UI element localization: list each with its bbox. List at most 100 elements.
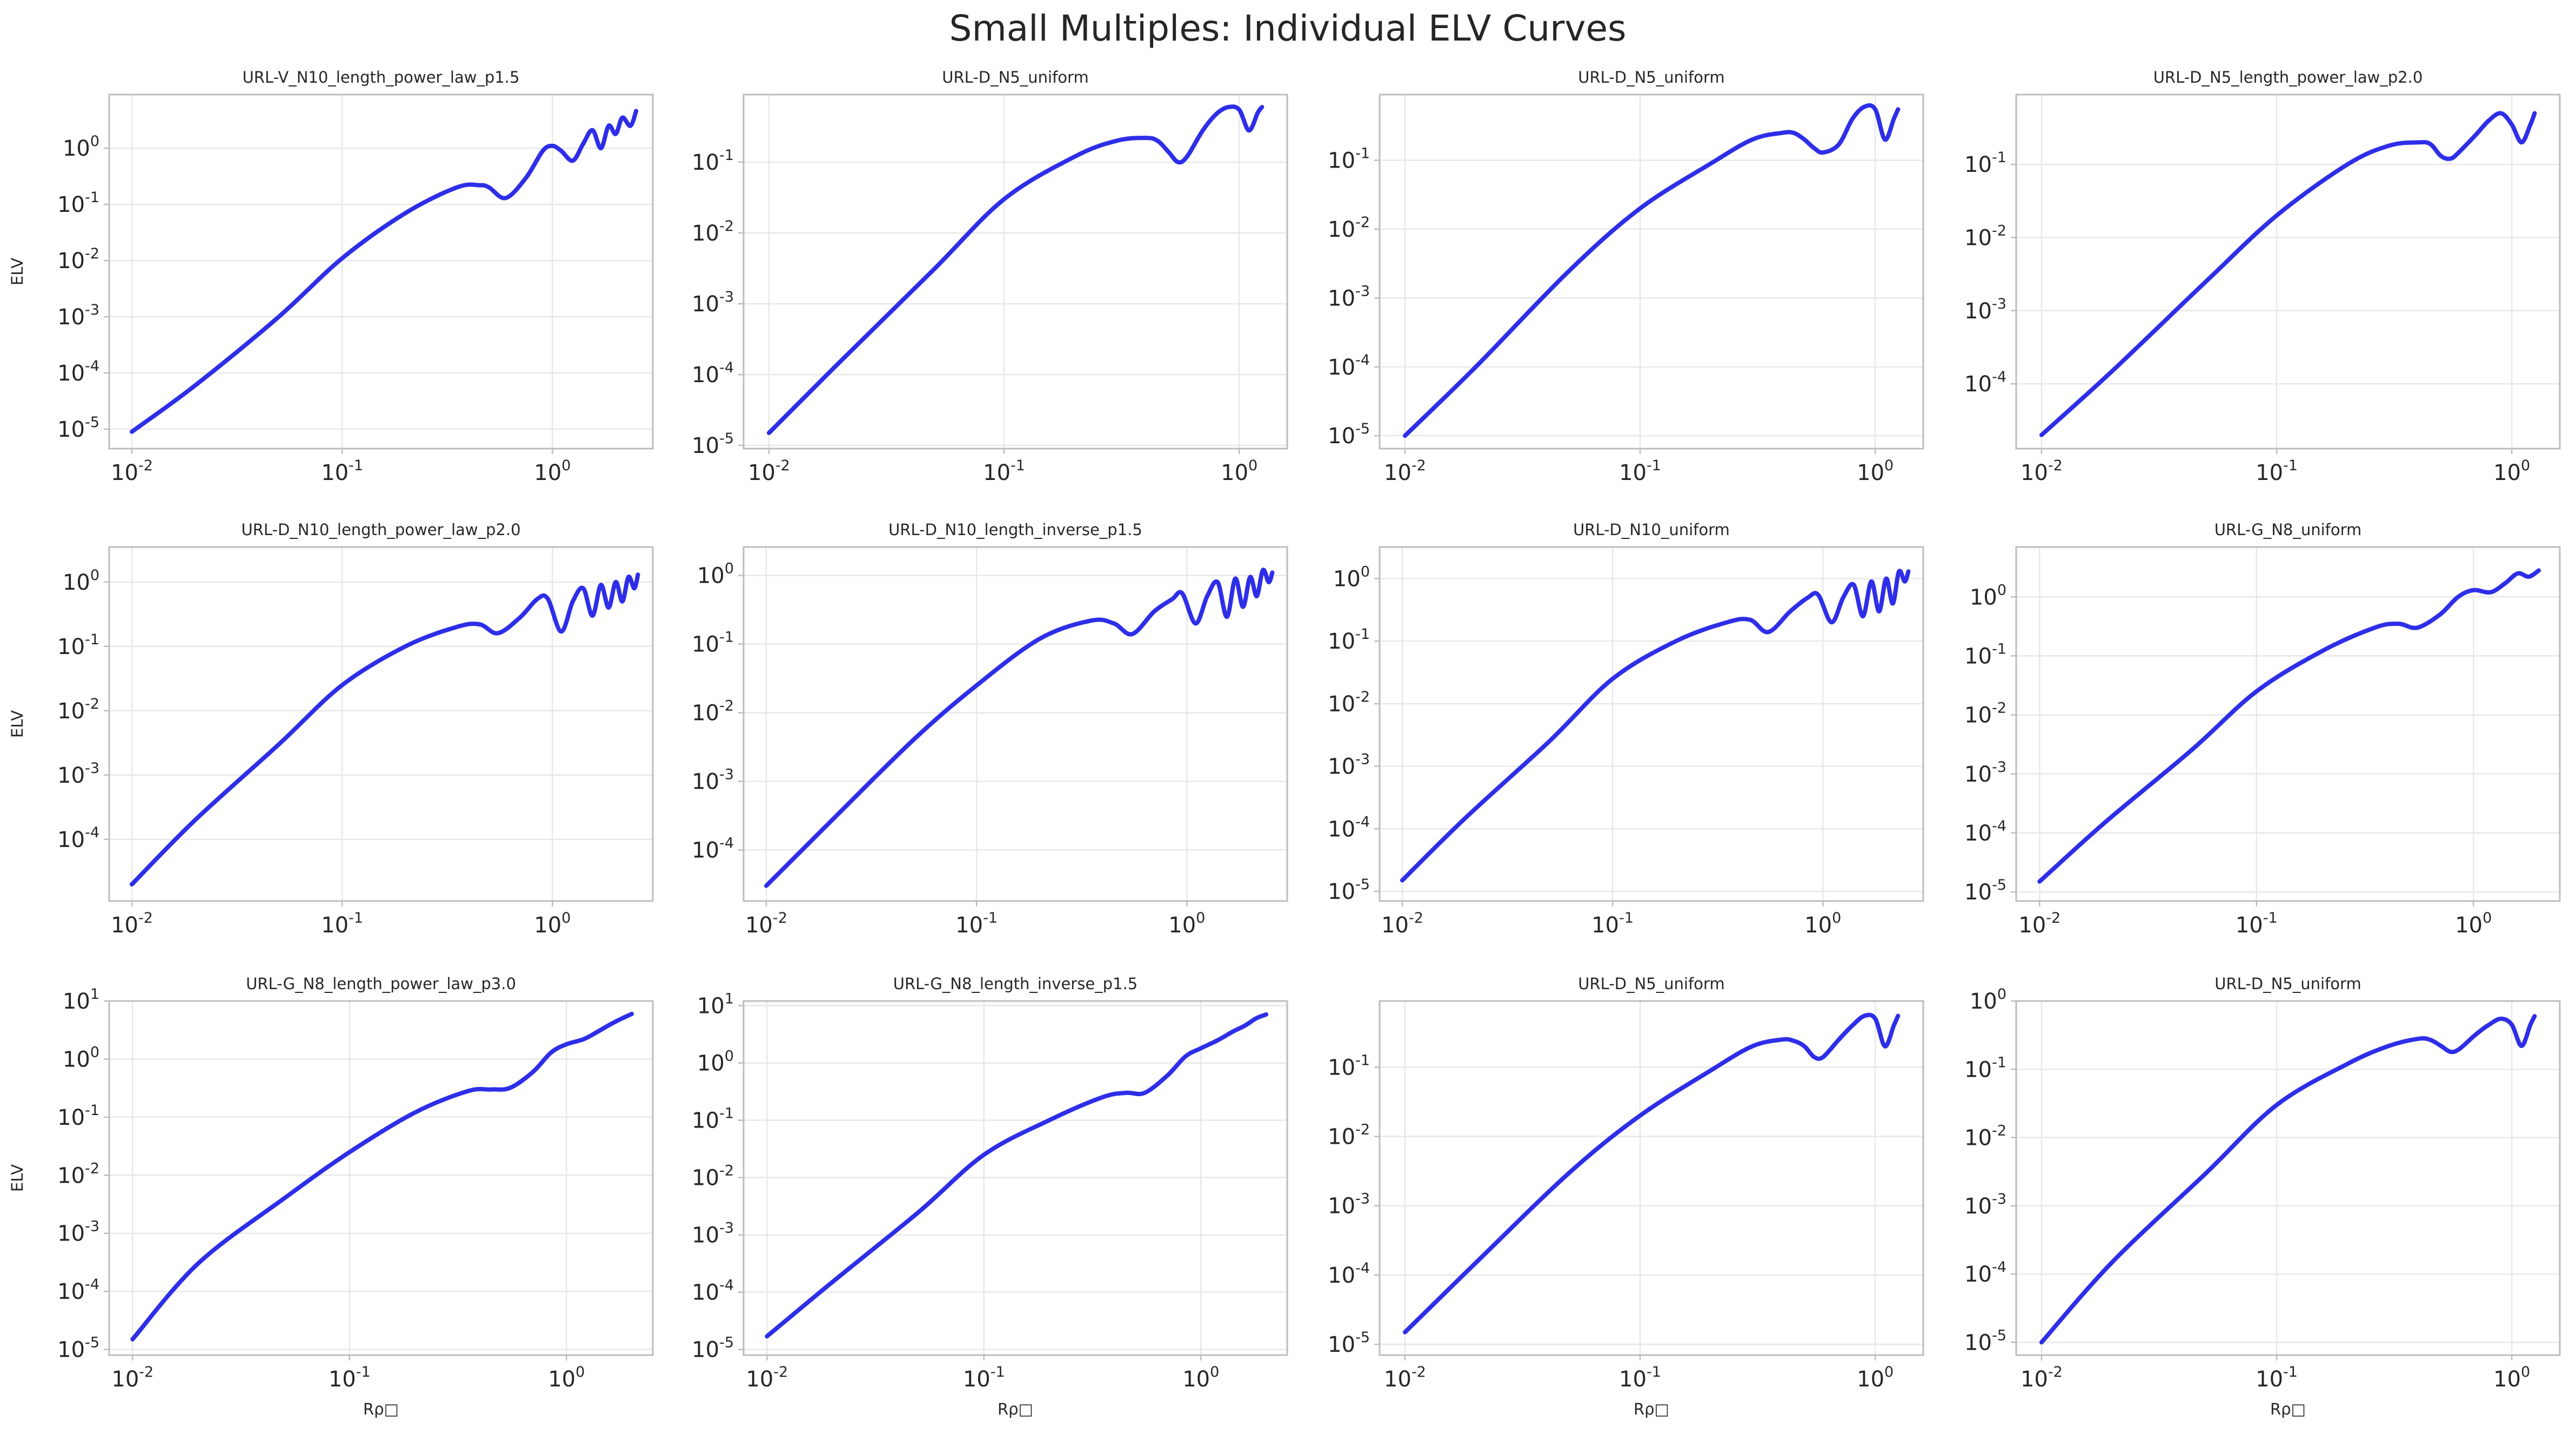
y-tick-label: 10-3	[692, 766, 734, 795]
y-tick-label: 10-1	[1964, 1054, 2006, 1082]
y-tick-label: 10-1	[1964, 149, 2006, 177]
x-tick-label: 10-1	[955, 910, 998, 938]
x-tick-label: 10-1	[963, 1364, 1005, 1392]
panel-title: URL-G_N8_uniform	[2214, 521, 2362, 539]
elv-curve-line	[1403, 103, 1901, 438]
x-tick-label: 100	[1221, 457, 1257, 485]
y-tick-label: 10-3	[57, 760, 99, 788]
panel-12: 10-2 10-1 100 10-5 10-4 10-3 10-2 10-1 100 URL-D_…	[1964, 975, 2561, 1418]
x-tick-label: 10-1	[983, 457, 1025, 485]
y-tick-label: 10-5	[57, 1335, 99, 1363]
plot-frame	[2015, 94, 2561, 450]
y-tick-label: 10-2	[692, 218, 734, 246]
y-tick-label: 10-3	[1964, 296, 2006, 324]
y-tick-label: 10-4	[57, 824, 99, 852]
elv-curve-line	[2039, 111, 2537, 437]
y-tick-label: 100	[63, 567, 99, 595]
panels-grid: 10-2 10-1 100 10-5 10-4 10-3 10-2 10-1 100 URL-V_…	[8, 68, 2561, 1418]
panel-8: 10-2 10-1 100 10-5 10-4 10-3 10-2 10-1 100 URL-G_…	[1964, 521, 2561, 938]
x-tick-label: 10-1	[2256, 457, 2298, 485]
y-tick-label: 10-2	[692, 1163, 734, 1191]
y-tick-label: 10-5	[1328, 1329, 1370, 1357]
y-axis-label: ELV	[8, 1164, 26, 1192]
y-tick-label: 10-4	[692, 835, 734, 863]
x-tick-label: 100	[1182, 1364, 1219, 1392]
y-tick-label: 10-5	[1328, 876, 1370, 904]
y-tick-label: 10-5	[692, 1335, 734, 1363]
x-tick-label: 10-2	[1384, 457, 1426, 485]
elv-curve-line	[764, 568, 1275, 888]
y-tick-label: 10-4	[57, 1276, 99, 1304]
panel-title: URL-D_N5_uniform	[1578, 68, 1724, 86]
x-tick-label: 100	[1857, 457, 1893, 485]
y-tick-label: 10-5	[57, 414, 99, 442]
y-tick-label: 10-3	[1328, 751, 1370, 779]
elv-curve-line	[767, 104, 1264, 435]
plot-frame	[742, 94, 1288, 450]
x-tick-label: 10-1	[2236, 910, 2278, 938]
elv-curve-line	[130, 109, 639, 434]
x-tick-label: 10-2	[111, 1364, 153, 1392]
y-tick-label: 100	[697, 1048, 734, 1076]
elv-curve-line	[1400, 569, 1911, 883]
panel-2: 10-2 10-1 100 10-5 10-4 10-3 10-2 10-1 URL-D_N5_…	[692, 68, 1288, 485]
x-axis-label: Rρ□	[998, 1400, 1033, 1418]
panel-7: 10-2 10-1 100 10-5 10-4 10-3 10-2 10-1 100 URL-D_…	[1328, 521, 1924, 938]
y-tick-label: 10-3	[57, 1218, 99, 1246]
y-tick-label: 10-2	[57, 245, 99, 274]
x-tick-label: 10-2	[748, 457, 790, 485]
y-tick-label: 100	[1970, 582, 2006, 610]
plot-frame	[108, 546, 654, 902]
x-tick-label: 100	[2493, 457, 2530, 485]
y-tick-label: 10-4	[1964, 1259, 2006, 1287]
y-tick-label: 10-5	[1964, 877, 2006, 905]
y-tick-label: 10-2	[57, 696, 99, 724]
y-tick-label: 10-5	[1964, 1327, 2006, 1355]
y-tick-label: 10-3	[692, 289, 734, 317]
x-axis-label: Rρ□	[2270, 1400, 2306, 1418]
panel-title: URL-G_N8_length_inverse_p1.5	[893, 975, 1138, 993]
y-tick-label: 10-3	[57, 302, 99, 330]
elv-curve-line	[2037, 568, 2541, 884]
x-tick-label: 10-1	[329, 1364, 371, 1392]
x-tick-label: 10-2	[1381, 910, 1423, 938]
x-axis-label: Rρ□	[1634, 1400, 1669, 1418]
y-tick-label: 10-2	[1964, 700, 2006, 728]
y-tick-label: 10-4	[692, 1277, 734, 1305]
y-tick-label: 101	[63, 986, 99, 1014]
x-tick-label: 10-1	[2256, 1364, 2298, 1392]
x-tick-label: 10-2	[745, 910, 787, 938]
panel-11: 10-2 10-1 100 10-5 10-4 10-3 10-2 10-1 URL-D_N5_…	[1328, 975, 1924, 1418]
y-tick-label: 10-5	[692, 430, 734, 458]
x-tick-label: 100	[1804, 910, 1841, 938]
figure-title: Small Multiples: Individual ELV Curves	[949, 8, 1627, 49]
y-tick-label: 10-4	[1328, 352, 1370, 380]
x-tick-label: 10-2	[746, 1364, 788, 1392]
y-tick-label: 10-1	[692, 629, 734, 657]
x-tick-label: 10-2	[111, 910, 153, 938]
x-tick-label: 10-2	[111, 457, 153, 485]
x-tick-label: 10-2	[2020, 457, 2063, 485]
y-tick-label: 10-1	[692, 1105, 734, 1133]
y-tick-label: 10-4	[1328, 813, 1370, 842]
y-tick-label: 10-3	[692, 1220, 734, 1248]
plot-frame	[108, 1000, 654, 1356]
y-tick-label: 10-1	[57, 631, 99, 659]
y-tick-label: 10-2	[1964, 1123, 2006, 1151]
y-tick-label: 10-4	[1964, 369, 2006, 397]
panel-1: 10-2 10-1 100 10-5 10-4 10-3 10-2 10-1 100 URL-V_…	[8, 68, 654, 485]
x-tick-label: 10-1	[1619, 457, 1661, 485]
panel-title: URL-D_N5_uniform	[2214, 975, 2361, 993]
y-tick-label: 10-3	[1328, 283, 1370, 311]
panel-title: URL-D_N5_uniform	[1578, 975, 1724, 993]
y-tick-label: 10-4	[57, 358, 99, 386]
y-tick-label: 10-1	[57, 1102, 99, 1130]
plot-frame	[2015, 546, 2561, 902]
x-tick-label: 100	[534, 457, 571, 485]
plot-frame	[108, 94, 654, 450]
y-tick-label: 10-4	[1328, 1260, 1370, 1288]
panel-3: 10-2 10-1 100 10-5 10-4 10-3 10-2 10-1 URL-D_N5_…	[1328, 68, 1924, 485]
elv-curve-line	[2039, 1014, 2537, 1345]
y-tick-label: 10-2	[1964, 222, 2006, 250]
